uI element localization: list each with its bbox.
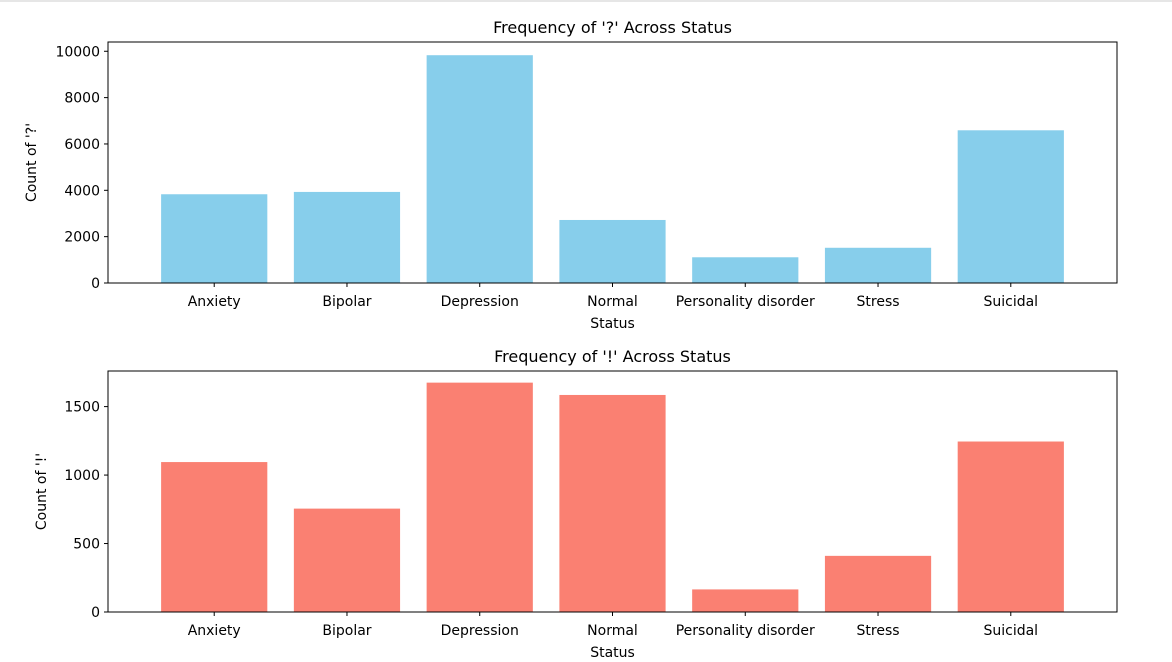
x-tick-label: Normal [587, 294, 638, 310]
bar-bipolar [293, 191, 401, 283]
x-tick-label: Anxiety [188, 623, 241, 639]
x-tick-label: Depression [441, 623, 519, 639]
top-divider [0, 0, 1172, 2]
chart-title: Frequency of '!' Across Status [494, 347, 731, 366]
bar-suicidal [957, 441, 1064, 612]
x-tick-label: Normal [587, 623, 638, 639]
y-tick-label: 8000 [64, 91, 100, 107]
x-tick-label: Bipolar [322, 623, 371, 639]
x-tick-label: Depression [441, 294, 519, 310]
bar-anxiety [161, 194, 268, 283]
x-tick-label: Personality disorder [676, 623, 815, 639]
bar-personality-disorder [692, 257, 799, 283]
x-axis-label: Status [590, 645, 635, 661]
x-tick-label: Suicidal [983, 623, 1038, 639]
y-tick-label: 0 [91, 276, 100, 292]
y-tick-label: 6000 [64, 137, 100, 153]
bar-stress [824, 555, 932, 612]
x-tick-label: Anxiety [188, 294, 241, 310]
exclamation-mark-chart: Frequency of '!' Across Status Count of … [34, 347, 1118, 661]
bar-depression [426, 55, 533, 284]
x-tick-label: Stress [857, 294, 900, 310]
y-tick-label: 4000 [64, 183, 100, 199]
bar-personality-disorder [692, 589, 799, 612]
x-tick-label: Stress [857, 623, 900, 639]
y-tick-label: 10000 [55, 44, 100, 60]
x-tick-label: Bipolar [322, 294, 371, 310]
y-tick-label: 500 [73, 537, 100, 553]
x-tick-label: Personality disorder [676, 294, 815, 310]
bar-anxiety [161, 462, 268, 612]
y-tick-label: 0 [91, 605, 100, 621]
x-tick-label: Suicidal [983, 294, 1038, 310]
bar-normal [559, 394, 666, 612]
bar-suicidal [957, 130, 1064, 283]
bar-depression [426, 382, 533, 612]
x-axis-label: Status [590, 316, 635, 332]
y-tick-label: 1000 [64, 468, 100, 484]
chart-title: Frequency of '?' Across Status [493, 18, 732, 37]
y-tick-label: 1500 [64, 400, 100, 416]
bar-stress [824, 247, 932, 283]
y-tick-label: 2000 [64, 230, 100, 246]
y-axis-label: Count of '?' [24, 123, 40, 202]
bar-bipolar [293, 508, 401, 612]
question-mark-chart: Frequency of '?' Across Status Count of … [24, 18, 1118, 332]
y-axis-label: Count of '!' [34, 453, 50, 530]
bar-normal [559, 219, 666, 283]
